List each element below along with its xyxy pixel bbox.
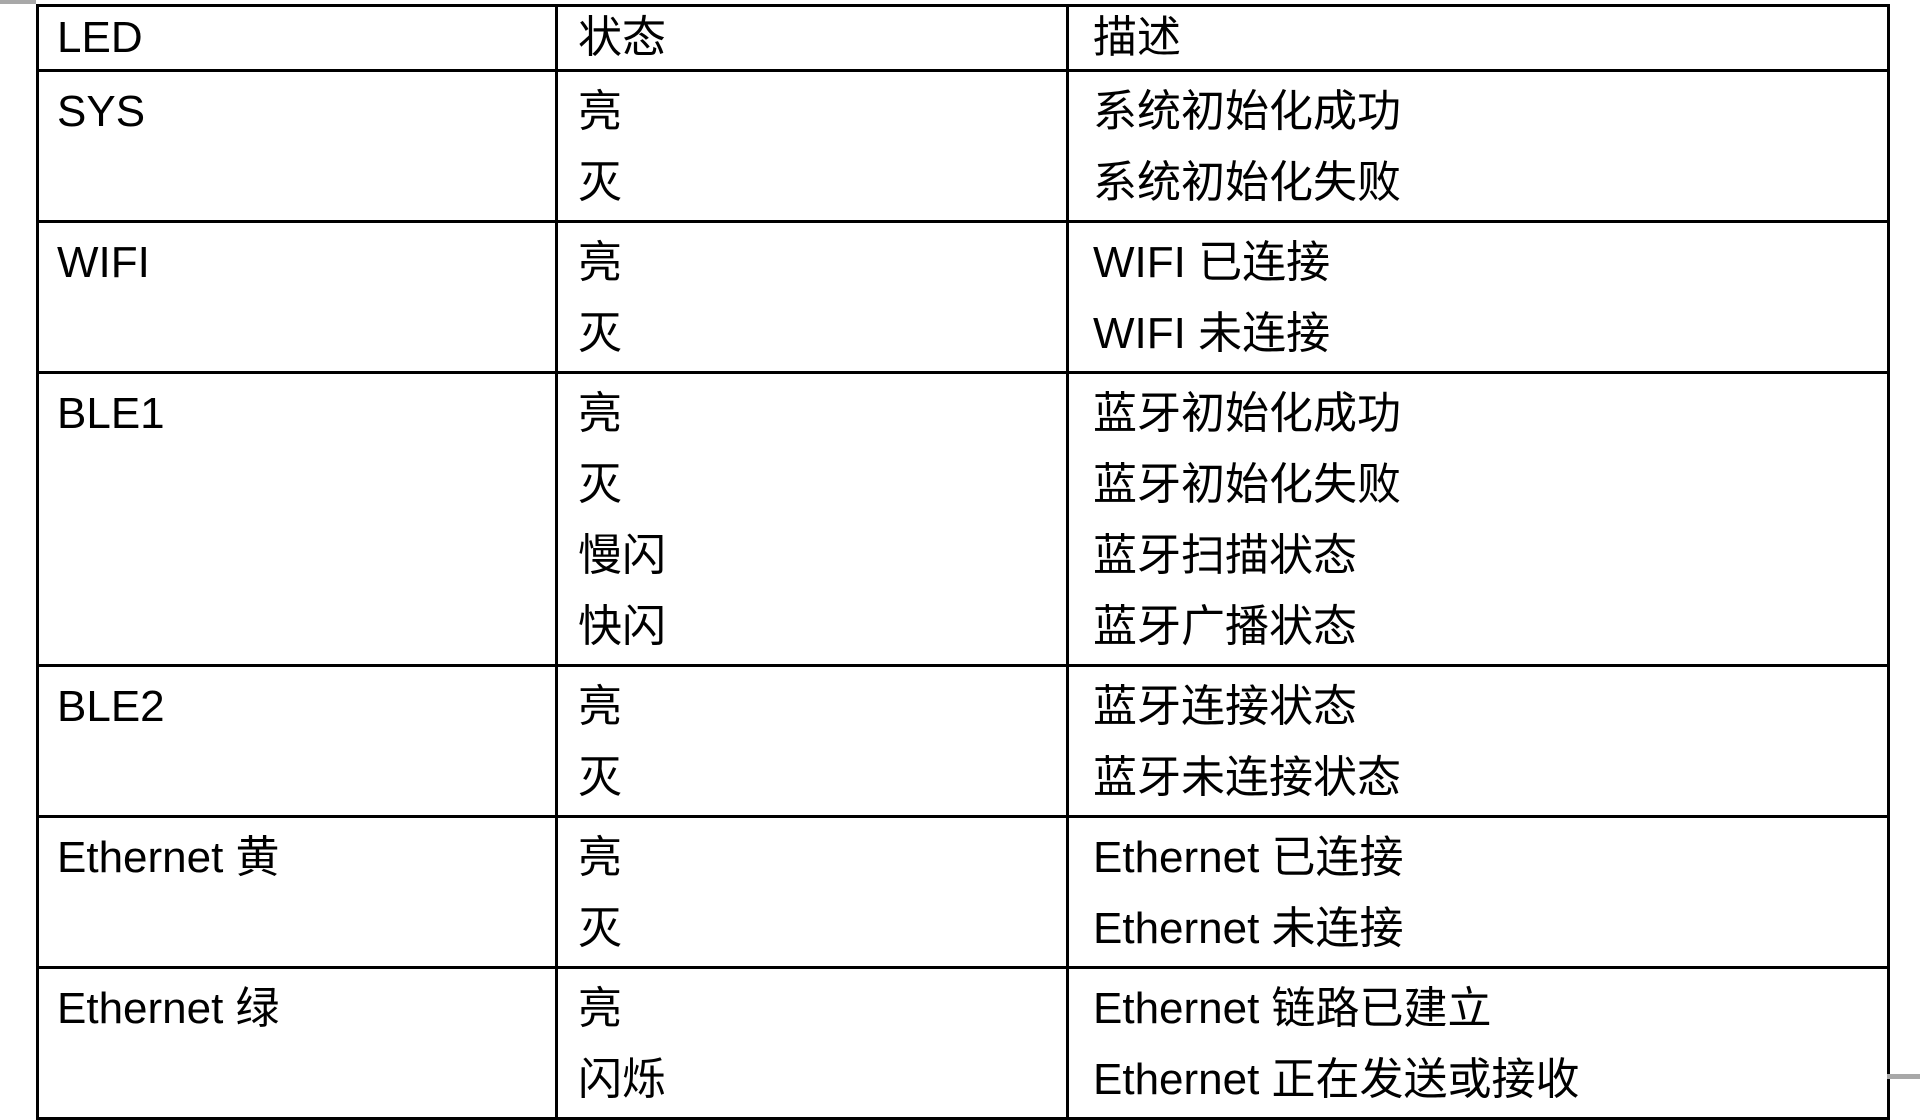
column-header-led-label: LED xyxy=(57,13,143,62)
description-value: 蓝牙未连接状态 xyxy=(1093,753,1401,802)
led-name: BLE2 xyxy=(57,682,165,731)
status-value: 灭 xyxy=(578,460,622,509)
led-name: BLE1 xyxy=(57,389,165,438)
table-row: BLE1 亮灭慢闪 快闪 蓝牙初始化成功 蓝牙初始化失败 蓝牙扫描状态 蓝牙广播状态 xyxy=(36,371,1890,667)
description-value: 蓝牙连接状态 xyxy=(1093,682,1357,731)
led-name-cell: SYS xyxy=(36,69,558,223)
table-row: WIFI 亮灭 WIFI 已连接 WIFI 未连接 xyxy=(36,220,1890,374)
status-value: 灭 xyxy=(578,753,622,802)
status-cell: 亮闪烁 xyxy=(555,966,1069,1120)
status-value: 灭 xyxy=(578,309,622,358)
table-row: Ethernet 黄 亮灭 Ethernet 已连接 Ethernet 未连接 xyxy=(36,815,1890,969)
status-value: 灭 xyxy=(578,158,622,207)
column-header-status-label: 状态 xyxy=(578,13,666,62)
column-header-status: 状态 xyxy=(555,4,1069,72)
status-value: 亮 xyxy=(578,833,622,882)
led-name-cell: Ethernet 黄 xyxy=(36,815,558,969)
led-name: SYS xyxy=(57,87,146,136)
status-cell: 亮灭慢闪 快闪 xyxy=(555,371,1069,667)
gray-rule-fragment-top-left xyxy=(0,0,36,4)
description-value: Ethernet 已连接 xyxy=(1093,833,1404,882)
description-cell: 系统初始化成功 系统初始化失败 xyxy=(1066,69,1890,223)
description-value: WIFI 已连接 xyxy=(1093,238,1331,287)
description-value: 蓝牙广播状态 xyxy=(1093,602,1357,651)
gray-rule-fragment-bottom-right xyxy=(1887,1074,1920,1079)
column-header-description: 描述 xyxy=(1066,4,1890,72)
description-value: 蓝牙初始化成功 xyxy=(1093,389,1401,438)
description-cell: WIFI 已连接 WIFI 未连接 xyxy=(1066,220,1890,374)
status-value: 亮 xyxy=(578,682,622,731)
table-row: SYS 亮灭系统初始化成功 系统初始化失败 xyxy=(36,69,1890,223)
description-cell: 蓝牙初始化成功 蓝牙初始化失败 蓝牙扫描状态 蓝牙广播状态 xyxy=(1066,371,1890,667)
description-cell: Ethernet 已连接 Ethernet 未连接 xyxy=(1066,815,1890,969)
description-value: 蓝牙初始化失败 xyxy=(1093,460,1401,509)
led-name-cell: Ethernet 绿 xyxy=(36,966,558,1120)
led-status-table: LED 状态 描述 SYS 亮灭系统初始化成功 系统初始化失败 WIFI 亮灭 WIFI … xyxy=(36,4,1890,1120)
description-value: Ethernet 链路已建立 xyxy=(1093,984,1492,1033)
led-name-cell: WIFI xyxy=(36,220,558,374)
led-name-cell: BLE2 xyxy=(36,664,558,818)
status-value: 亮 xyxy=(578,389,622,438)
status-value: 亮 xyxy=(578,984,622,1033)
table-header-row: LED 状态 描述 xyxy=(36,4,1890,72)
status-value: 快闪 xyxy=(578,602,666,651)
led-name: Ethernet 黄 xyxy=(57,833,280,882)
table-row: Ethernet 绿 亮闪烁 Ethernet 链路已建立 Ethernet 正在发送… xyxy=(36,966,1890,1120)
description-value: 系统初始化失败 xyxy=(1093,158,1401,207)
status-value: 亮 xyxy=(578,238,622,287)
description-cell: 蓝牙连接状态 蓝牙未连接状态 xyxy=(1066,664,1890,818)
status-value: 亮 xyxy=(578,87,622,136)
led-name: Ethernet 绿 xyxy=(57,984,280,1033)
description-value: Ethernet 未连接 xyxy=(1093,904,1404,953)
status-cell: 亮灭 xyxy=(555,664,1069,818)
status-cell: 亮灭 xyxy=(555,220,1069,374)
led-name-cell: BLE1 xyxy=(36,371,558,667)
led-name: WIFI xyxy=(57,238,150,287)
table-row: BLE2 亮灭蓝牙连接状态 蓝牙未连接状态 xyxy=(36,664,1890,818)
description-value: WIFI 未连接 xyxy=(1093,309,1331,358)
status-value: 灭 xyxy=(578,904,622,953)
column-header-description-label: 描述 xyxy=(1093,13,1181,62)
status-value: 慢闪 xyxy=(578,531,666,580)
description-value: 蓝牙扫描状态 xyxy=(1093,531,1357,580)
description-cell: Ethernet 链路已建立 Ethernet 正在发送或接收 xyxy=(1066,966,1890,1120)
description-value: 系统初始化成功 xyxy=(1093,87,1401,136)
status-cell: 亮灭 xyxy=(555,69,1069,223)
column-header-led: LED xyxy=(36,4,558,72)
status-cell: 亮灭 xyxy=(555,815,1069,969)
